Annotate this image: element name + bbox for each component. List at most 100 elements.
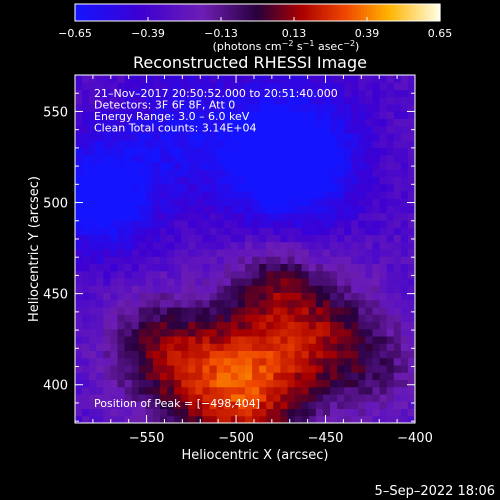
heatmap-cell: [209, 183, 218, 192]
colorbar-segment: [178, 4, 183, 21]
heatmap-cell: [174, 82, 182, 90]
heatmap-cell: [245, 343, 253, 351]
heatmap-cell: [103, 292, 111, 301]
heatmap-cell: [152, 365, 161, 373]
heatmap-cell: [167, 118, 175, 127]
heatmap-cell: [138, 372, 147, 380]
colorbar-segment: [266, 4, 271, 21]
heatmap-cell: [89, 162, 97, 170]
heatmap-cell: [372, 394, 381, 402]
heatmap-cell: [379, 111, 388, 119]
heatmap-cell: [252, 386, 260, 395]
heatmap-cell: [89, 256, 97, 264]
heatmap-cell: [365, 111, 373, 119]
colorbar-segment: [260, 4, 265, 21]
colorbar-segment: [224, 4, 228, 21]
heatmap-cell: [223, 162, 232, 170]
heatmap-cell: [152, 111, 161, 119]
heatmap-cell: [252, 328, 260, 337]
heatmap-cell: [393, 249, 402, 257]
heatmap-cell: [294, 75, 303, 83]
heatmap-cell: [337, 415, 345, 424]
heatmap-cell: [89, 307, 97, 315]
heatmap-cell: [195, 394, 203, 402]
colorbar-units-part: −1: [303, 39, 315, 48]
heatmap-cell: [322, 263, 331, 272]
heatmap-cell: [351, 89, 359, 98]
heatmap-cell: [96, 118, 104, 127]
colorbar-segment: [357, 4, 362, 21]
heatmap-cell: [308, 154, 317, 163]
heatmap-cell: [223, 343, 232, 351]
heatmap-cell: [280, 307, 288, 315]
heatmap-cell: [386, 379, 395, 388]
heatmap-cell: [152, 169, 161, 177]
heatmap-cell: [273, 263, 281, 272]
heatmap-cell: [330, 336, 338, 344]
heatmap-cell: [188, 285, 196, 293]
heatmap-cell: [330, 307, 338, 315]
colorbar-segment: [290, 4, 295, 21]
heatmap-cell: [216, 227, 225, 235]
heatmap-cell: [117, 96, 126, 105]
heatmap-cell: [308, 205, 317, 214]
colorbar-segment: [382, 4, 386, 21]
heatmap-cell: [386, 386, 395, 395]
heatmap-cell: [131, 96, 140, 105]
colorbar-segment: [278, 4, 283, 21]
heatmap-cell: [358, 169, 366, 177]
heatmap-cell: [167, 408, 175, 417]
heatmap-cell: [294, 154, 303, 163]
heatmap-cell: [89, 350, 97, 359]
heatmap-cell: [365, 96, 373, 105]
heatmap-cell: [337, 75, 345, 83]
heatmap-cell: [337, 365, 345, 373]
heatmap-cell: [308, 270, 317, 279]
heatmap-cell: [372, 379, 381, 388]
heatmap-cell: [195, 133, 203, 141]
heatmap-cell: [110, 256, 118, 264]
heatmap-cell: [195, 162, 203, 170]
heatmap-cell: [322, 350, 331, 359]
heatmap-cell: [407, 176, 416, 185]
heatmap-cell: [344, 256, 352, 264]
heatmap-cell: [230, 176, 239, 185]
heatmap-cell: [393, 133, 402, 141]
heatmap-cell: [400, 336, 409, 344]
heatmap-cell: [259, 278, 267, 286]
heatmap-cell: [266, 379, 274, 388]
heatmap-cell: [230, 75, 239, 83]
heatmap-cell: [230, 154, 239, 163]
heatmap-cell: [351, 75, 359, 83]
colorbar-tick-label: −0.13: [204, 27, 238, 40]
heatmap-cell: [195, 299, 203, 308]
heatmap-cell: [145, 249, 154, 257]
heatmap-cell: [287, 125, 296, 134]
heatmap-cell: [259, 285, 267, 293]
heatmap-cell: [379, 343, 388, 351]
colorbar-segment: [141, 4, 146, 21]
heatmap-cell: [315, 198, 324, 206]
heatmap-cell: [103, 82, 111, 90]
heatmap-cell: [245, 191, 253, 199]
heatmap-cell: [110, 162, 118, 170]
heatmap-cell: [393, 350, 402, 359]
heatmap-cell: [351, 321, 359, 330]
heatmap-cell: [216, 205, 225, 214]
heatmap-cell: [351, 292, 359, 301]
heatmap-cell: [174, 299, 182, 308]
heatmap-cell: [75, 75, 83, 83]
heatmap-cell: [237, 111, 246, 119]
heatmap-cell: [365, 162, 373, 170]
heatmap-cell: [75, 154, 83, 163]
heatmap-cell: [301, 386, 310, 395]
heatmap-cell: [181, 82, 189, 90]
heatmap-cell: [365, 343, 373, 351]
heatmap-cell: [393, 227, 402, 235]
heatmap-cell: [301, 183, 310, 192]
heatmap-cell: [287, 372, 296, 380]
heatmap-cell: [96, 357, 104, 366]
heatmap-cell: [167, 256, 175, 264]
heatmap-cell: [209, 408, 218, 417]
heatmap-cell: [294, 249, 303, 257]
